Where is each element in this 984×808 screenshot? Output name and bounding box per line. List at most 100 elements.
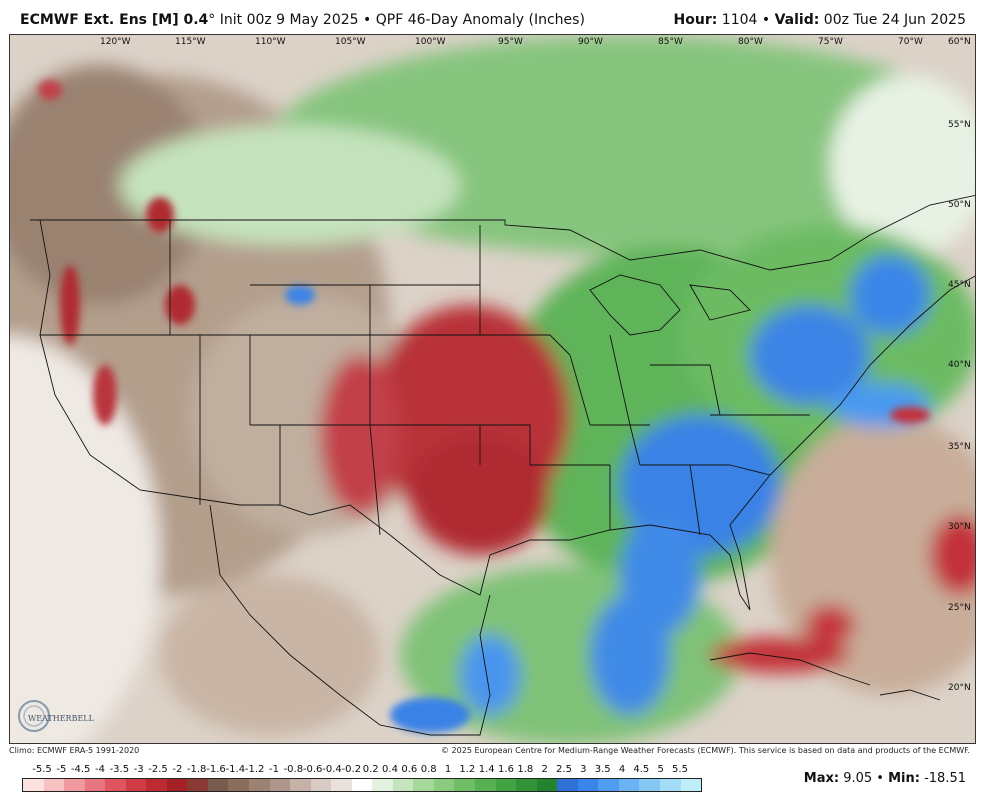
map-canvas: 120°W 115°W 110°W 105°W 100°W 95°W 90°W … — [10, 35, 975, 743]
header: ECMWF Ext. Ens [M] 0.4° Init 00z 9 May 2… — [0, 0, 984, 34]
scale-tick-label: -3.5 — [109, 764, 130, 775]
lon-label: 120°W — [100, 37, 131, 47]
scale-segment — [557, 779, 578, 791]
scale-segment — [433, 779, 455, 791]
max-min-readout: Max: 9.05 • Min: -18.51 — [804, 771, 966, 786]
scale-tick-label: 1.8 — [517, 764, 534, 775]
scale-segment — [331, 779, 352, 791]
max-value: 9.05 — [839, 771, 873, 786]
us-canada-border — [30, 194, 975, 271]
scale-segment — [187, 779, 208, 791]
scale-segment — [249, 779, 270, 791]
hour-label: Hour: — [673, 12, 718, 28]
lon-label: 85°W — [658, 37, 683, 47]
climo-credit: Climo: ECMWF ERA-5 1991-2020 — [9, 746, 140, 755]
scale-tick-label: 0.6 — [401, 764, 418, 775]
us-coastline — [39, 219, 975, 611]
min-label: Min: — [888, 771, 920, 786]
scale-tick-label: -1 — [269, 764, 279, 775]
scale-segment — [146, 779, 167, 791]
lat-label: 30°N — [948, 522, 971, 532]
map-title: ECMWF Ext. Ens [M] 0.4° Init 00z 9 May 2… — [20, 12, 585, 28]
lon-label: 105°W — [335, 37, 366, 47]
model-name: ECMWF Ext. Ens [M] 0.4 — [20, 12, 209, 28]
lat-label: 50°N — [948, 200, 971, 210]
lon-label: 100°W — [415, 37, 446, 47]
scale-tick-label: 1.4 — [478, 764, 495, 775]
state-borders — [40, 220, 810, 536]
scale-segment — [536, 779, 558, 791]
scale-segment — [680, 779, 702, 791]
scale-segment — [495, 779, 517, 791]
scale-segment — [618, 779, 640, 791]
scale-tick-label: -1.8 — [186, 764, 207, 775]
scale-segment — [310, 779, 332, 791]
scale-segment — [516, 779, 537, 791]
scale-tick-label: -1.4 — [225, 764, 246, 775]
valid-value: 00z Tue 24 Jun 2025 — [819, 12, 966, 28]
mexico-coastline — [209, 504, 491, 736]
scale-tick-label: -0.6 — [302, 764, 323, 775]
lat-label: 25°N — [948, 603, 971, 613]
scale-segment — [659, 779, 681, 791]
lon-label: 75°W — [818, 37, 843, 47]
valid-time: Hour: 1104 • Valid: 00z Tue 24 Jun 2025 — [674, 12, 966, 28]
scale-segment — [269, 779, 291, 791]
scale-tick-label: -5 — [56, 764, 67, 775]
weatherbell-logo: WEATHERBELL — [18, 700, 95, 732]
scale-tick-label: 5.5 — [672, 764, 688, 775]
lon-label: 80°W — [738, 37, 763, 47]
scale-segment — [392, 779, 414, 791]
scale-tick-label: 1.2 — [459, 764, 476, 775]
stats-separator: • — [872, 771, 889, 786]
lat-label: 20°N — [948, 683, 971, 693]
degree-symbol: ° — [208, 12, 216, 28]
longitude-labels: 120°W 115°W 110°W 105°W 100°W 95°W 90°W … — [100, 37, 923, 47]
hispaniola-outline — [879, 689, 941, 701]
scale-tick-label: -5.5 — [32, 764, 52, 775]
scale-tick-label: 0.2 — [362, 764, 379, 775]
min-value: -18.51 — [919, 771, 966, 786]
lon-label: 95°W — [498, 37, 523, 47]
scale-tick-label: 3.5 — [594, 764, 611, 775]
scale-segment — [23, 779, 44, 791]
scale-segment — [125, 779, 147, 791]
scale-segment — [413, 779, 434, 791]
lat-label: 35°N — [948, 442, 971, 452]
scale-tick-label: -0.2 — [341, 764, 362, 775]
scale-segment — [290, 779, 311, 791]
scale-tick-label: -2 — [172, 764, 183, 775]
scale-ticks: -5.5 -5 -4.5 -4 -3.5 -3 -2.5 -2 -1.8 -1.6 -1.4 -1.2… — [22, 764, 702, 776]
scale-segment — [207, 779, 229, 791]
lon-label: 90°W — [578, 37, 603, 47]
anomaly-map[interactable]: 120°W 115°W 110°W 105°W 100°W 95°W 90°W … — [9, 34, 976, 744]
boundaries — [30, 194, 975, 736]
scale-segment — [372, 779, 393, 791]
lat-label: 45°N — [948, 280, 971, 290]
scale-tick-label: 3 — [580, 764, 587, 775]
scale-segment — [577, 779, 599, 791]
scale-segment — [228, 779, 250, 791]
scale-tick-label: -1.2 — [244, 764, 265, 775]
latitude-labels: 60°N 55°N 50°N 45°N 40°N 35°N 30°N 25°N … — [948, 37, 971, 693]
lat-label: 40°N — [948, 360, 971, 370]
scale-tick-label: 2.5 — [556, 764, 572, 775]
scale-segment — [475, 779, 496, 791]
title-separator: • — [358, 12, 376, 28]
scale-tick-label: 1 — [444, 764, 452, 775]
scale-tick-label: 2 — [541, 764, 548, 775]
scale-segment — [84, 779, 106, 791]
logo-text: WEATHERBELL — [28, 714, 95, 723]
scale-bar — [22, 778, 702, 792]
scale-segment — [64, 779, 85, 791]
scale-tick-label: -2.5 — [148, 764, 168, 775]
scale-tick-label: 0.8 — [420, 764, 437, 775]
scale-segment — [639, 779, 660, 791]
hour-value: 1104 — [717, 12, 762, 28]
scale-tick-label: -1.6 — [206, 764, 226, 775]
scale-tick-label: 4 — [618, 764, 626, 775]
scale-tick-label: 4.5 — [633, 764, 650, 775]
scale-segment — [598, 779, 619, 791]
lon-label: 115°W — [175, 37, 206, 47]
scale-tick-label: -4.5 — [70, 764, 91, 775]
